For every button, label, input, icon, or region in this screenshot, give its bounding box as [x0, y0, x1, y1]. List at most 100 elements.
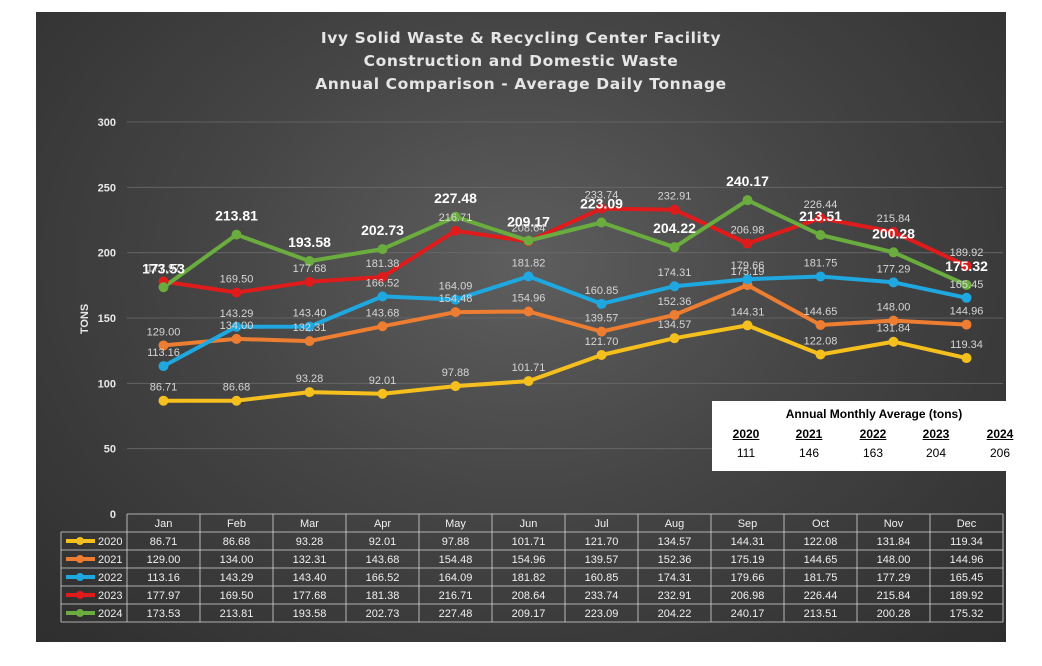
point-2024-jun — [523, 235, 534, 246]
point-2024-sep — [742, 195, 753, 206]
series-line-2020 — [161, 323, 969, 403]
table-cell-2024-nov: 200.28 — [877, 608, 911, 620]
series-line-2024 — [161, 198, 969, 290]
data-labels: 86.71 86.68 93.28 92.01 97.88 101.71 121.70 134… — [142, 173, 988, 394]
point-2024-feb — [231, 229, 242, 240]
data-label-2021-nov: 148.00 — [877, 302, 911, 314]
legend-label-2020: 2020 — [98, 536, 122, 548]
point-2022-nov — [888, 277, 899, 288]
data-label-2024-jul: 223.09 — [580, 195, 623, 211]
data-label-2021-dec: 144.96 — [950, 306, 984, 318]
data-label-2024-mar: 193.58 — [288, 234, 331, 250]
point-2022-sep — [742, 274, 753, 285]
data-label-2021-apr: 143.68 — [366, 307, 400, 319]
series-line-2023 — [161, 206, 969, 295]
point-2020-mar — [304, 387, 315, 398]
data-label-2024-apr: 202.73 — [361, 222, 404, 238]
table-cell-2021-dec: 144.96 — [950, 554, 984, 566]
table-cell-2023-may: 216.71 — [439, 590, 473, 602]
point-2021-jun — [523, 306, 534, 317]
table-cell-2020-sep: 144.31 — [731, 536, 765, 548]
point-2023-may — [450, 225, 461, 236]
table-cell-2021-apr: 143.68 — [366, 554, 400, 566]
table-cell-2023-apr: 181.38 — [366, 590, 400, 602]
data-label-2023-feb: 169.50 — [220, 274, 254, 286]
data-label-2020-jun: 101.71 — [512, 362, 546, 374]
data-label-2024-dec: 175.32 — [945, 258, 988, 274]
table-cell-2021-feb: 134.00 — [220, 554, 254, 566]
data-label-2020-feb: 86.68 — [223, 382, 251, 394]
table-cell-2020-jun: 101.71 — [512, 536, 546, 548]
point-2023-mar — [304, 276, 315, 287]
data-label-2024-jan: 173.53 — [142, 260, 185, 276]
point-2020-aug — [669, 333, 680, 344]
table-cell-2023-jun: 208.64 — [512, 590, 546, 602]
point-2024-jan — [158, 282, 169, 293]
data-label-2021-sep: 175.19 — [731, 266, 765, 278]
avg-year-2024: 2024 — [986, 427, 1014, 441]
data-label-2021-mar: 132.31 — [293, 322, 327, 334]
y-tick-label-50: 50 — [104, 444, 116, 456]
data-label-2020-may: 97.88 — [442, 367, 470, 379]
point-2022-jun — [523, 271, 534, 282]
annual-average-title: Annual Monthly Average (tons) — [785, 407, 963, 421]
point-2023-jul — [596, 203, 607, 214]
chart-title: Ivy Solid Waste & Recycling Center Facil… — [315, 29, 727, 93]
chart-title-line-3: Annual Comparison - Average Daily Tonnag… — [315, 75, 727, 93]
legend-marker-2022 — [76, 573, 84, 581]
point-2022-jan — [158, 361, 169, 372]
point-2022-aug — [669, 281, 680, 292]
data-label-2022-mar: 143.40 — [293, 308, 327, 320]
point-2024-apr — [377, 244, 388, 255]
x-tick-label-oct: Oct — [812, 518, 829, 530]
table-cell-2024-sep: 240.17 — [731, 608, 765, 620]
point-2021-may — [450, 307, 461, 318]
data-label-2024-nov: 200.28 — [872, 225, 915, 241]
point-2023-aug — [669, 204, 680, 215]
y-tick-label-100: 100 — [98, 378, 116, 390]
table-cell-2021-nov: 148.00 — [877, 554, 911, 566]
annual-average-box: Annual Monthly Average (tons) 2020 2021 … — [712, 401, 1036, 471]
table-cell-2020-feb: 86.68 — [223, 536, 251, 548]
table-cell-2022-aug: 174.31 — [658, 572, 692, 584]
data-label-2022-jan: 113.16 — [147, 347, 180, 359]
point-2024-aug — [669, 242, 680, 253]
point-2021-mar — [304, 336, 315, 347]
point-2020-sep — [742, 320, 753, 331]
table-cell-2023-nov: 215.84 — [877, 590, 911, 602]
data-label-2021-may: 154.48 — [439, 293, 473, 305]
table-cell-2021-jun: 154.96 — [512, 554, 546, 566]
point-2020-jan — [158, 395, 169, 406]
series-line-2021 — [161, 283, 969, 348]
data-label-2021-jan: 129.00 — [147, 326, 181, 338]
data-label-2022-dec: 165.45 — [950, 279, 984, 291]
table-cell-2022-dec: 165.45 — [950, 572, 984, 584]
table-cell-2021-mar: 132.31 — [293, 554, 327, 566]
point-2021-nov — [888, 315, 899, 326]
point-2024-nov — [888, 247, 899, 258]
avg-value-2020: 111 — [736, 446, 756, 460]
avg-year-2021: 2021 — [795, 427, 823, 441]
data-label-2020-dec: 119.34 — [950, 339, 983, 351]
point-2022-jul — [596, 298, 607, 309]
point-2022-apr — [377, 291, 388, 302]
table-cell-2022-oct: 181.75 — [804, 572, 838, 584]
point-2021-oct — [815, 319, 826, 330]
point-2021-feb — [231, 333, 242, 344]
y-axis-label: TONS — [79, 304, 91, 334]
data-label-2024-feb: 213.81 — [215, 208, 258, 224]
x-tick-label-apr: Apr — [374, 518, 391, 530]
point-2022-oct — [815, 271, 826, 282]
table-cell-2024-jan: 173.53 — [147, 608, 181, 620]
table-cell-2023-jan: 177.97 — [147, 590, 181, 602]
table-cell-2022-mar: 143.40 — [293, 572, 327, 584]
data-label-2022-sep: 179.66 — [731, 260, 765, 272]
point-2023-feb — [231, 287, 242, 298]
point-2024-oct — [815, 230, 826, 241]
point-2023-dec — [961, 260, 972, 271]
data-label-2024-jun: 209.17 — [507, 214, 550, 230]
data-label-2020-apr: 92.01 — [369, 375, 397, 387]
x-tick-label-aug: Aug — [665, 518, 685, 530]
data-label-2020-mar: 93.28 — [296, 373, 324, 385]
point-2020-apr — [377, 388, 388, 399]
